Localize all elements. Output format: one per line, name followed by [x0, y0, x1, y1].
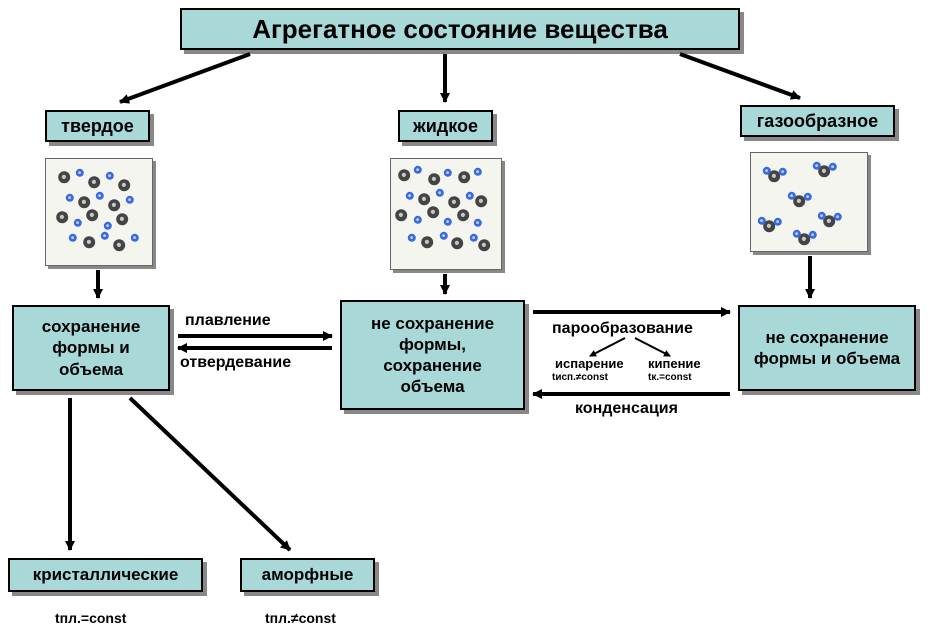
boiling-label: кипение: [648, 356, 701, 371]
solid-label-box: твердое: [45, 110, 150, 142]
amorphous-label: аморфные: [262, 565, 354, 585]
solid-property: сохранение формы и объема: [22, 316, 160, 380]
crystalline-box: кристаллические: [8, 558, 203, 592]
liquid-label: жидкое: [413, 116, 478, 137]
liquid-molecules: [390, 158, 502, 270]
condensation-label: конденсация: [575, 400, 678, 418]
gas-label-box: газообразное: [740, 105, 895, 137]
gas-property: не сохранение формы и объема: [748, 327, 906, 370]
liquid-label-box: жидкое: [398, 110, 493, 142]
crystalline-note: tпл.=const: [55, 610, 126, 626]
evaporation-label: испарение: [555, 356, 624, 371]
solidification-label: отвердевание: [180, 354, 291, 372]
solid-molecules: [45, 158, 153, 266]
solid-property-box: сохранение формы и объема: [12, 305, 170, 391]
evap-note: tисп.≠const: [552, 372, 608, 383]
boil-note: tк.=const: [648, 372, 692, 383]
liquid-molecules-svg: [391, 159, 503, 271]
amorphous-note: tпл.≠const: [265, 610, 336, 626]
solid-label: твердое: [61, 116, 134, 137]
liquid-property-box: не сохранение формы, сохранение объема: [340, 300, 525, 410]
amorphous-box: аморфные: [240, 558, 375, 592]
title-text: Агрегатное состояние вещества: [252, 14, 668, 45]
melting-label: плавление: [185, 312, 271, 330]
vaporization-label: парообразование: [552, 320, 693, 338]
gas-property-box: не сохранение формы и объема: [738, 305, 916, 391]
title-box: Агрегатное состояние вещества: [180, 8, 740, 50]
gas-molecules-svg: [751, 153, 869, 253]
crystalline-label: кристаллические: [33, 565, 179, 585]
liquid-property: не сохранение формы, сохранение объема: [350, 313, 515, 398]
gas-label: газообразное: [757, 111, 878, 132]
solid-molecules-svg: [46, 159, 154, 267]
gas-molecules: [750, 152, 868, 252]
